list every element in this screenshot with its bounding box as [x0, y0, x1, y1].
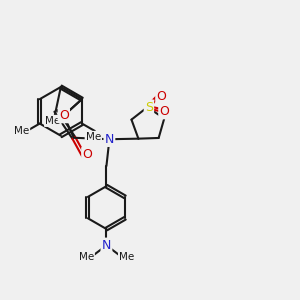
Text: N: N	[102, 239, 111, 252]
Text: O: O	[59, 109, 69, 122]
Text: Me: Me	[86, 132, 101, 142]
Text: Me: Me	[14, 126, 29, 136]
Text: O: O	[157, 90, 166, 103]
Text: Me: Me	[119, 252, 134, 262]
Text: Me: Me	[45, 116, 60, 126]
Text: Me: Me	[79, 252, 94, 262]
Text: S: S	[145, 100, 153, 114]
Text: O: O	[82, 148, 92, 161]
Text: N: N	[105, 133, 114, 146]
Text: O: O	[159, 105, 169, 118]
